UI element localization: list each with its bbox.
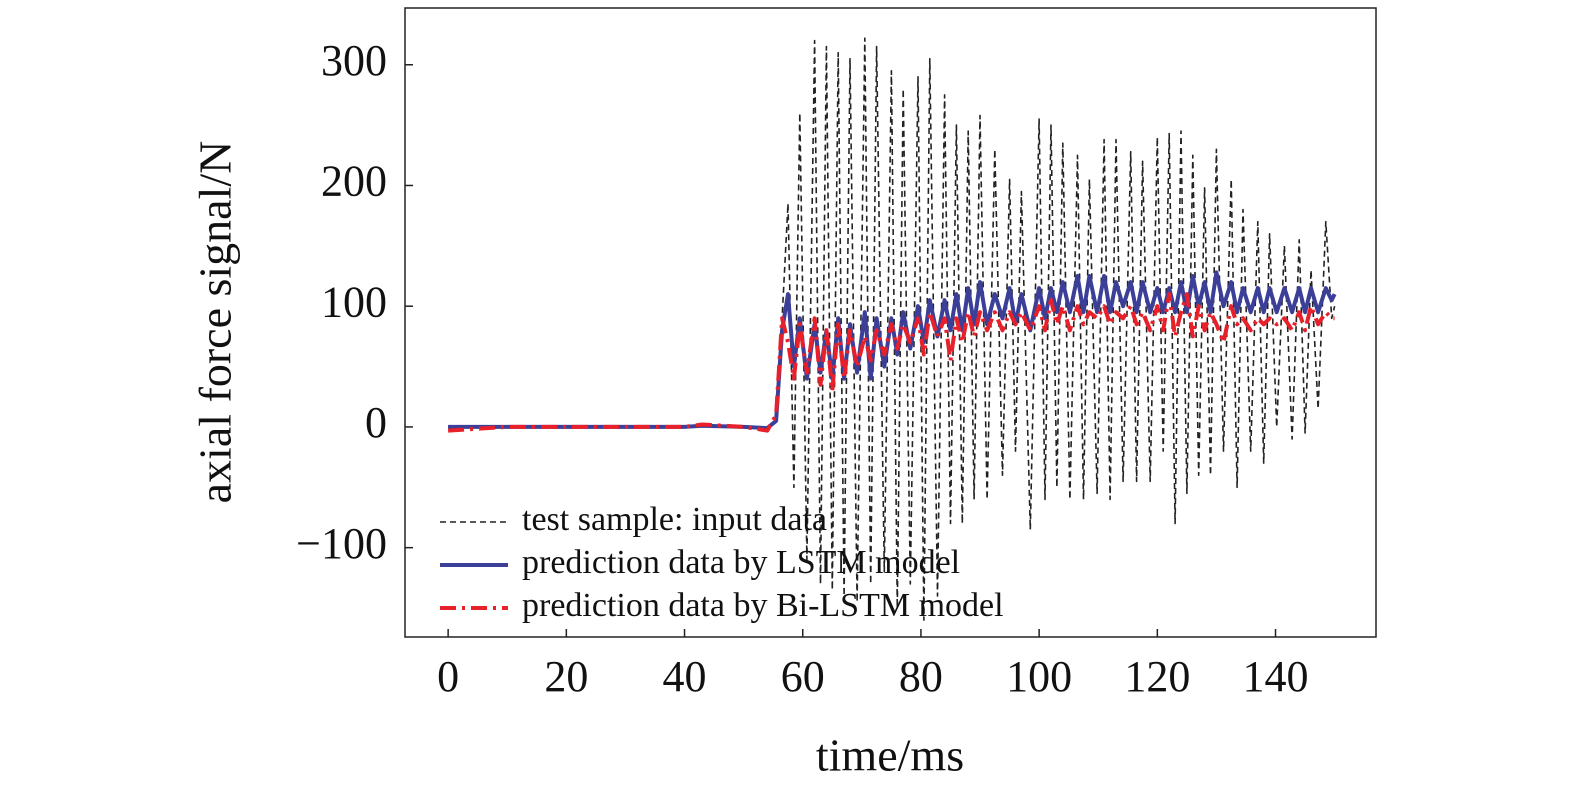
y-tick-label: 300 [321, 36, 387, 85]
y-tick-label: −100 [296, 519, 387, 568]
y-axis-label: axial force signal/N [190, 141, 241, 504]
legend-label: test sample: input data [522, 501, 827, 538]
legend-label: prediction data by LSTM model [522, 544, 960, 581]
x-tick-label: 140 [1243, 652, 1309, 701]
y-tick-label: 0 [365, 398, 387, 447]
series-line [448, 270, 1337, 431]
x-axis-label: time/ms [816, 730, 964, 781]
x-tick-label: 20 [544, 652, 588, 701]
x-tick-label: 0 [437, 652, 459, 701]
x-tick-label: 60 [781, 652, 825, 701]
plot-frame [404, 7, 1377, 638]
x-tick-label: 100 [1006, 652, 1072, 701]
x-tick-label: 80 [899, 652, 943, 701]
x-tick-label: 120 [1124, 652, 1190, 701]
y-tick-label: 100 [321, 277, 387, 326]
series-line [447, 292, 1335, 433]
x-tick-label: 40 [663, 652, 707, 701]
y-tick-label: 200 [321, 157, 387, 206]
legend-label: prediction data by Bi-LSTM model [522, 587, 1004, 624]
